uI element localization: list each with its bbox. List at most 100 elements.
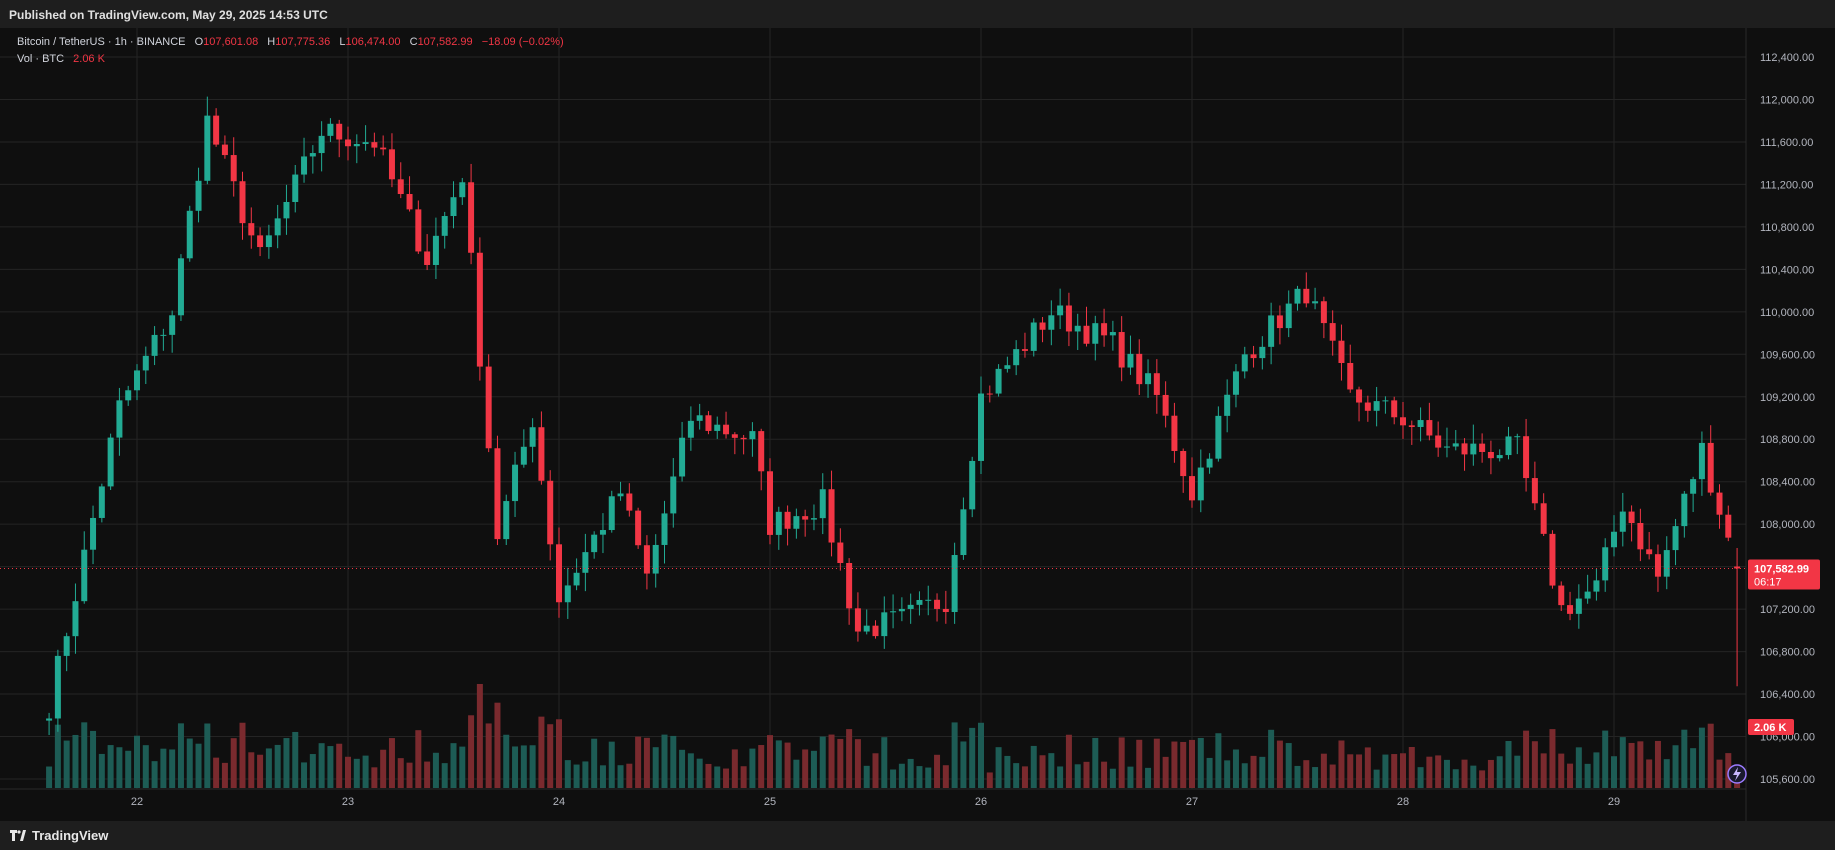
candle-body — [1136, 353, 1143, 385]
candle-body — [1259, 346, 1266, 359]
volume-bar — [1382, 754, 1389, 788]
volume-bar — [635, 736, 642, 788]
volume-bar — [265, 748, 272, 788]
candle-body — [547, 480, 554, 545]
candle-body — [1461, 443, 1468, 455]
volume-badge — [1748, 719, 1794, 735]
legend-row-volume: Vol · BTC 2.06 K — [17, 51, 564, 68]
candle-body — [371, 142, 378, 148]
y-tick-label: 110,000.00 — [1760, 307, 1814, 319]
volume-bar — [1083, 761, 1090, 788]
volume-bar — [749, 748, 756, 788]
volume-bar — [151, 761, 158, 788]
candle-body — [1127, 353, 1134, 368]
volume-bar — [608, 741, 615, 788]
volume-bar — [177, 723, 184, 788]
volume-bar — [345, 756, 351, 788]
y-tick-label: 108,400.00 — [1760, 477, 1815, 489]
volume-bar — [468, 715, 475, 788]
volume-bar — [775, 740, 782, 788]
volume-bar — [1646, 759, 1653, 788]
candle-body — [802, 516, 809, 520]
candle-body — [863, 625, 870, 632]
candle-body — [1109, 332, 1116, 336]
volume-bar — [485, 723, 492, 788]
volume-bar — [1013, 763, 1020, 788]
candle-body — [1347, 362, 1354, 390]
volume-bar — [1312, 767, 1319, 788]
volume-bar — [573, 764, 580, 788]
candle-body — [1004, 365, 1011, 369]
price-chart[interactable]: 112,400.00 112,000.00 111,600.00 111,200.00… — [0, 28, 1835, 821]
volume-bar — [1663, 759, 1670, 788]
volume-bar — [248, 752, 255, 788]
candle-body — [564, 585, 571, 603]
legend-high-label: H — [267, 36, 276, 48]
volume-bar — [1057, 766, 1064, 788]
candle-body — [186, 210, 193, 259]
volume-bar — [72, 734, 79, 788]
candle-body — [1241, 354, 1248, 372]
volume-bar — [520, 745, 527, 788]
volume-bar — [731, 749, 738, 788]
candle-body — [846, 562, 853, 609]
candle-body — [450, 197, 457, 217]
candle-body — [687, 420, 694, 438]
volume-bar — [784, 742, 791, 788]
volume-bar — [723, 768, 730, 788]
candle-body — [169, 315, 176, 335]
volume-bar — [204, 723, 211, 788]
candle-body — [1716, 492, 1723, 515]
candle-body — [72, 601, 79, 637]
volume-bar — [380, 749, 387, 788]
volume-bar — [740, 766, 747, 788]
y-tick-label: 105,600.00 — [1760, 774, 1815, 786]
volume-bar — [512, 746, 519, 788]
candle-body — [1479, 443, 1486, 452]
volume-bar — [925, 767, 932, 788]
volume-bar — [257, 754, 264, 788]
candle-body — [1602, 547, 1609, 581]
legend-row-symbol: Bitcoin / TetherUS · 1h · BINANCE O107,6… — [17, 34, 564, 51]
volume-bar — [98, 753, 105, 788]
candle-body — [978, 393, 984, 461]
tradingview-brand[interactable]: TradingView — [10, 828, 108, 843]
volume-bar — [221, 762, 228, 788]
candle-body — [353, 143, 360, 147]
candle-body — [63, 636, 70, 656]
candle-body — [406, 194, 413, 210]
candle-body — [195, 180, 202, 211]
candle-body — [556, 544, 562, 603]
volume-bar — [46, 766, 53, 788]
candle-body — [951, 555, 958, 613]
candle-body — [1074, 325, 1081, 332]
volume-bar — [582, 761, 589, 788]
volume-bar — [687, 753, 694, 788]
volume-bar — [995, 747, 1002, 788]
volume-bar — [1074, 764, 1081, 788]
candle-body — [1514, 436, 1521, 438]
volume-bar — [1347, 754, 1354, 788]
volume-bar — [1276, 740, 1283, 788]
volume-bar — [415, 730, 422, 788]
candle-body — [573, 572, 580, 586]
brand-name: TradingView — [32, 828, 109, 843]
volume-bar — [846, 729, 853, 788]
candle-body — [301, 156, 308, 175]
legend-symbol: Bitcoin / TetherUS · 1h · BINANCE — [17, 36, 186, 48]
volume-bar — [934, 754, 941, 788]
volume-bar — [1294, 765, 1301, 788]
x-tick-label: 29 — [1608, 796, 1620, 808]
chart-frame[interactable]: 112,400.00 112,000.00 111,600.00 111,200.00… — [0, 28, 1835, 821]
candle-body — [142, 355, 149, 371]
candle-body — [854, 608, 861, 632]
candle-body — [907, 604, 914, 609]
volume-bar — [881, 737, 888, 788]
volume-bar — [1443, 759, 1450, 788]
candle-body — [599, 530, 606, 535]
volume-bar — [230, 738, 237, 788]
volume-bar — [626, 763, 633, 788]
volume-bar — [890, 769, 897, 788]
volume-badge-value: 2.06 K — [1754, 722, 1786, 734]
candle-body — [1698, 442, 1705, 480]
